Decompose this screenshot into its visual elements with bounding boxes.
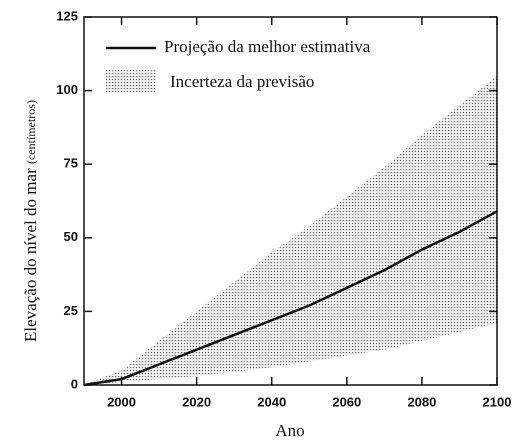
y-tick-label: 0 (71, 376, 78, 391)
best-estimate-line (83, 210, 498, 387)
x-tick-label: 2100 (483, 394, 512, 409)
uncertainty-band (84, 75, 497, 385)
legend-label: Projeção da melhor estimativa (164, 37, 371, 56)
y-axis-label-unit: (centímetros) (24, 100, 38, 164)
legend-label: Incerteza da previsão (170, 72, 314, 91)
x-tick-label: 2020 (182, 394, 211, 409)
y-axis-label-group: Elevação do nível do mar (centímetros) (21, 100, 40, 342)
x-tick-label: 2080 (407, 394, 436, 409)
legend-swatch (106, 70, 156, 92)
y-axis-label-main: Elevação do nível do mar (21, 168, 40, 342)
x-tick-label: 2060 (332, 394, 361, 409)
x-axis-label: Ano (275, 421, 304, 440)
y-axis-label: Elevação do nível do mar (centímetros) (21, 100, 40, 342)
y-tick-label: 100 (56, 82, 78, 97)
x-tick-label: 2000 (107, 394, 136, 409)
x-tick-label: 2040 (257, 394, 286, 409)
y-tick-label: 25 (64, 303, 78, 318)
y-tick-label: 125 (56, 8, 78, 23)
y-tick-label: 75 (64, 156, 78, 171)
y-tick-label: 50 (64, 229, 78, 244)
plot-frame (83, 16, 498, 386)
